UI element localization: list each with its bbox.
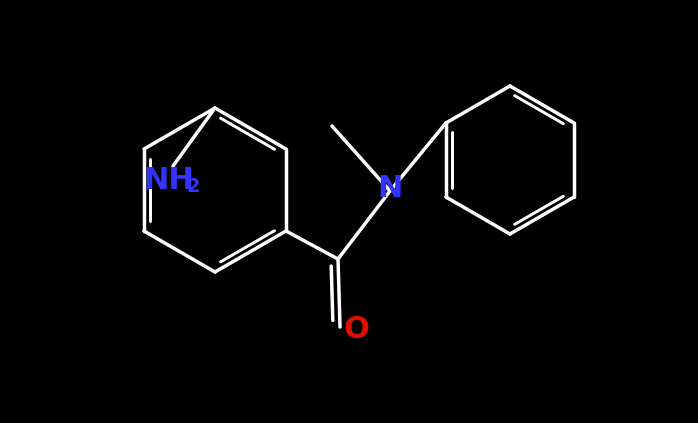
Text: 2: 2	[186, 176, 200, 195]
Text: NH: NH	[144, 165, 194, 195]
Text: N: N	[378, 173, 403, 203]
Text: O: O	[343, 316, 369, 344]
